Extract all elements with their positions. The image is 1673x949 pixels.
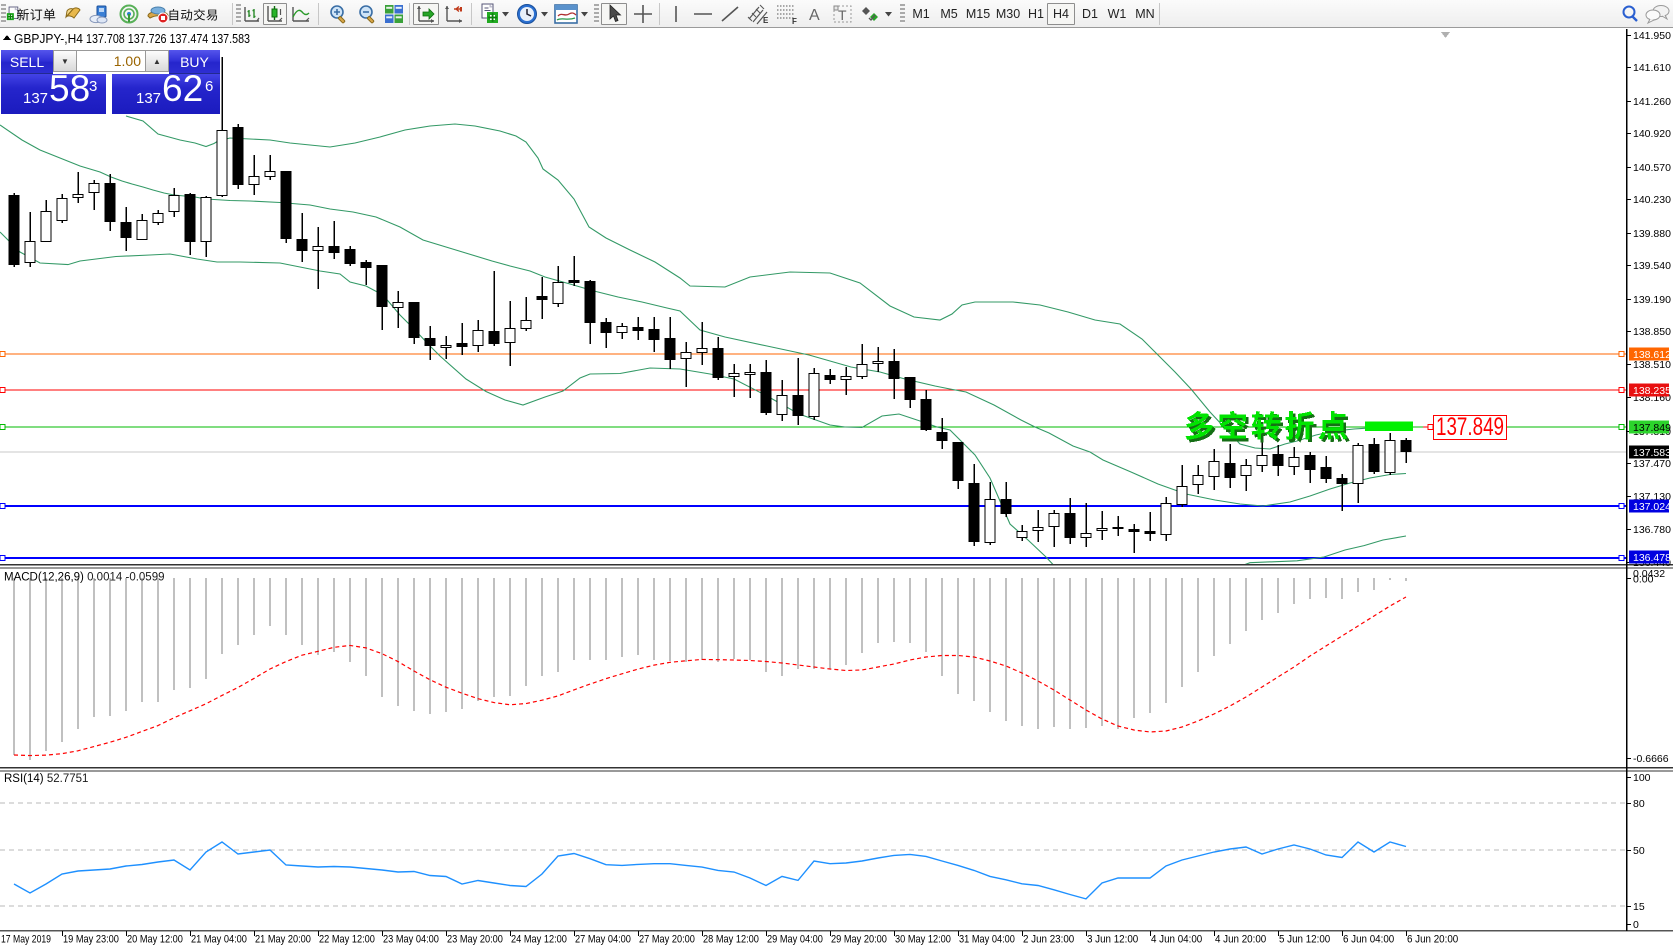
svg-text:28 May 12:00: 28 May 12:00	[703, 934, 759, 946]
svg-text:100: 100	[1633, 772, 1651, 784]
svg-text:30 May 12:00: 30 May 12:00	[895, 934, 951, 946]
svg-text:140.230: 140.230	[1633, 194, 1671, 206]
svg-text:138.235: 138.235	[1633, 385, 1671, 397]
svg-text:-0.6666: -0.6666	[1633, 753, 1669, 765]
svg-text:136.780: 136.780	[1633, 524, 1671, 536]
svg-text:80: 80	[1633, 798, 1645, 810]
svg-text:23 May 20:00: 23 May 20:00	[447, 934, 503, 946]
svg-text:137.470: 137.470	[1633, 458, 1671, 470]
svg-text:23 May 04:00: 23 May 04:00	[383, 934, 439, 946]
svg-text:0.0432: 0.0432	[1633, 568, 1665, 580]
svg-text:139.540: 139.540	[1633, 260, 1671, 272]
svg-text:5 Jun 12:00: 5 Jun 12:00	[1279, 934, 1330, 946]
svg-text:3 Jun 12:00: 3 Jun 12:00	[1087, 934, 1138, 946]
svg-text:27 May 04:00: 27 May 04:00	[575, 934, 631, 946]
svg-text:17 May 2019: 17 May 2019	[1, 934, 51, 946]
svg-text:139.190: 139.190	[1633, 294, 1671, 306]
svg-text:E: E	[763, 16, 769, 25]
svg-text:0.00: 0.00	[1633, 574, 1654, 586]
svg-text:F: F	[792, 17, 797, 25]
svg-text:A: A	[809, 7, 820, 24]
svg-text:6 Jun 20:00: 6 Jun 20:00	[1407, 934, 1458, 946]
svg-text:6 Jun 04:00: 6 Jun 04:00	[1343, 934, 1394, 946]
svg-text:0: 0	[1633, 919, 1639, 931]
svg-text:MACD(12,26,9) 0.0014 -0.0599: MACD(12,26,9) 0.0014 -0.0599	[4, 572, 165, 584]
svg-text:2 Jun 23:00: 2 Jun 23:00	[1023, 934, 1074, 946]
svg-text:RSI(14) 52.7751: RSI(14) 52.7751	[4, 773, 88, 785]
svg-text:140.920: 140.920	[1633, 128, 1671, 140]
svg-text:137.849: 137.849	[1633, 422, 1671, 434]
svg-text:24 May 12:00: 24 May 12:00	[511, 934, 567, 946]
svg-text:29 May 20:00: 29 May 20:00	[831, 934, 887, 946]
svg-text:22 May 12:00: 22 May 12:00	[319, 934, 375, 946]
svg-text:31 May 04:00: 31 May 04:00	[959, 934, 1015, 946]
svg-text:4 Jun 20:00: 4 Jun 20:00	[1215, 934, 1266, 946]
svg-text:20 May 12:00: 20 May 12:00	[127, 934, 183, 946]
svg-text:139.880: 139.880	[1633, 228, 1671, 240]
svg-text:138.510: 138.510	[1633, 359, 1671, 371]
svg-text:27 May 20:00: 27 May 20:00	[639, 934, 695, 946]
svg-text:T: T	[838, 7, 847, 23]
svg-text:21 May 20:00: 21 May 20:00	[255, 934, 311, 946]
svg-text:19 May 23:00: 19 May 23:00	[63, 934, 119, 946]
svg-text:50: 50	[1633, 845, 1645, 857]
svg-text:15: 15	[1633, 901, 1645, 913]
svg-text:137.849: 137.849	[1436, 413, 1504, 441]
svg-text:21 May 04:00: 21 May 04:00	[191, 934, 247, 946]
svg-text:4 Jun 04:00: 4 Jun 04:00	[1151, 934, 1202, 946]
svg-text:138.850: 138.850	[1633, 326, 1671, 338]
svg-text:138.612: 138.612	[1633, 349, 1671, 361]
svg-text:137.024: 137.024	[1633, 501, 1671, 513]
svg-text:141.610: 141.610	[1633, 62, 1671, 74]
svg-text:140.570: 140.570	[1633, 162, 1671, 174]
svg-text:141.950: 141.950	[1633, 30, 1671, 42]
svg-text:136.478: 136.478	[1633, 552, 1671, 564]
svg-text:29 May 04:00: 29 May 04:00	[767, 934, 823, 946]
svg-text:137.708 137.726 137.474 137.58: 137.708 137.726 137.474 137.583	[86, 32, 250, 46]
svg-text:GBPJPY-,H4: GBPJPY-,H4	[14, 32, 83, 46]
svg-text:137.583: 137.583	[1633, 447, 1671, 459]
svg-text:141.260: 141.260	[1633, 96, 1671, 108]
